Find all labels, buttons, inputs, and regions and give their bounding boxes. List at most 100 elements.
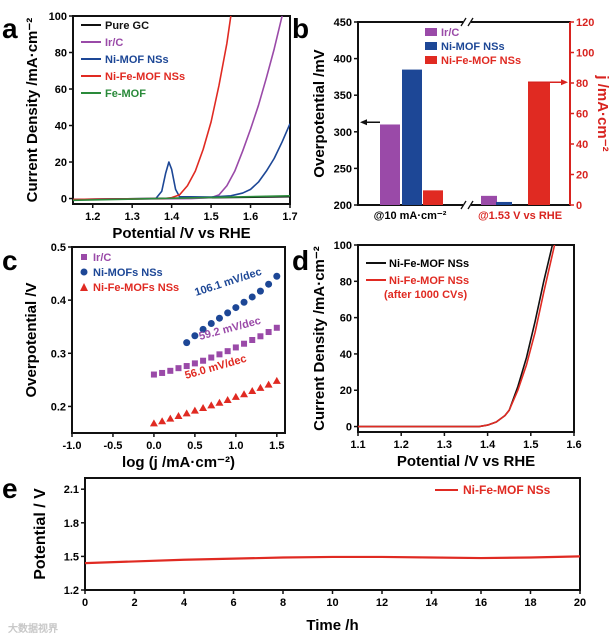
y-tick-label: 20: [340, 385, 352, 397]
legend-marker: [80, 268, 88, 276]
legend-marker: [81, 254, 87, 260]
series-line-0: [84, 555, 581, 565]
data-point-triangle: [240, 390, 249, 398]
data-point-circle: [215, 314, 223, 322]
y-tick-label: 100: [49, 11, 67, 23]
data-point-square: [191, 360, 198, 367]
data-point-triangle: [223, 396, 232, 404]
legend-swatch: [425, 28, 437, 36]
axis-break-gap: [463, 19, 471, 25]
panel-c-tafel-chart: c -1.0 -0.5 0.0 0.5 1.0 1.5 0.2 0.3 0.4 0.5 log (j …: [2, 242, 286, 471]
y-axis-label: Overpotential /V: [23, 282, 40, 397]
data-point-circle: [183, 339, 191, 347]
x-tick-label: 1.4: [480, 439, 496, 451]
tafel-slope-annotation: 56.0 mV/dec: [184, 353, 248, 382]
x-axis-label: Potential /V vs RHE: [397, 453, 535, 470]
legend-label: Ni-Fe-MOF NSs: [389, 258, 469, 270]
y-tick-label: 250: [334, 163, 352, 175]
data-point-triangle: [264, 380, 273, 388]
y-tick-label: 450: [334, 17, 352, 29]
data-point-square: [273, 324, 280, 331]
data-point-square: [150, 371, 157, 378]
data-point-circle: [199, 325, 207, 333]
y-tick-label: 60: [55, 84, 67, 96]
data-point-square: [224, 348, 231, 355]
x-tick-label: 1.5: [269, 440, 284, 452]
data-point-triangle: [158, 417, 167, 425]
x-tick-label: 1.3: [437, 439, 452, 451]
watermark-logo: 大数据视界: [8, 622, 58, 635]
y-axis-label: Current Density /mA·cm⁻²: [24, 18, 41, 203]
y-tick-label: 300: [334, 127, 352, 139]
panel-letter: c: [2, 245, 18, 276]
y-right-tick-label: 120: [576, 17, 594, 29]
y-axis-label: Overpotential /mV: [311, 49, 328, 177]
series-line-1: [358, 245, 556, 428]
data-point-square: [241, 340, 248, 347]
panel-a-lsv-chart: a 1.2 1.3 1.4 1.5 1.6 1.7 0 20 40 60 80 100 Potential…: [2, 11, 298, 242]
bar-overpotential-2: [423, 190, 443, 205]
data-point-square: [183, 363, 190, 370]
y-tick-label: 200: [334, 200, 352, 212]
x-tick-label: 1.1: [350, 439, 365, 451]
legend-label: Fe-MOF: [105, 88, 146, 100]
data-point-square: [265, 329, 272, 336]
panel-e-chronopotentiometry-chart: e 0 2 4 6 8 10 12 14 16 18 20 1.2 1.5 1.8 2.1 Time /h Pot…: [2, 473, 586, 634]
y-tick-label: 1.8: [64, 518, 79, 530]
x-tick-label: 4: [181, 597, 188, 609]
legend-label: Ni-MOF NSs: [105, 54, 169, 66]
y-tick-label: 0.2: [51, 401, 66, 413]
x-tick-label: 1.6: [243, 211, 258, 223]
legend-swatch: [425, 42, 437, 50]
plot-frame: [71, 246, 286, 434]
y-axis-label: Potential / V: [32, 488, 49, 580]
y-right-tick-label: 0: [576, 200, 582, 212]
y-tick-label: 0: [61, 194, 67, 206]
data-point-triangle: [174, 411, 183, 419]
plot-frame: [72, 15, 291, 205]
y-tick-label: 0.3: [51, 348, 66, 360]
data-point-circle: [232, 304, 240, 312]
y-right-tick-label: 60: [576, 109, 588, 121]
x-tick-label: 6: [230, 597, 236, 609]
x-axis-label: Time /h: [306, 617, 358, 634]
category-label: @1.53 V vs RHE: [478, 210, 562, 222]
data-point-triangle: [256, 383, 265, 391]
data-point-triangle: [248, 387, 257, 395]
data-point-circle: [265, 280, 273, 288]
data-point-circle: [191, 332, 199, 340]
data-point-triangle: [199, 404, 208, 412]
x-tick-label: 18: [524, 597, 536, 609]
x-tick-label: 0: [82, 597, 88, 609]
y-tick-label: 0.5: [51, 242, 66, 254]
series-line-4: [73, 194, 290, 202]
y-tick-label: 20: [55, 157, 67, 169]
legend-label: Ni-Fe-MOFs NSs: [93, 282, 179, 294]
y-tick-label: 1.2: [64, 585, 79, 597]
arrow-right-head: [561, 79, 568, 86]
data-point-triangle: [166, 414, 175, 422]
axis-break-mark: [467, 200, 474, 210]
x-tick-label: 1.5: [203, 211, 218, 223]
data-point-triangle: [190, 406, 199, 414]
series-line-2: [73, 123, 290, 201]
data-point-triangle: [272, 376, 281, 384]
x-tick-label: 1.6: [566, 439, 581, 451]
data-point-circle: [273, 272, 281, 280]
y-tick-label: 40: [340, 349, 352, 361]
x-axis-label: Potential /V vs RHE: [112, 225, 250, 242]
x-tick-label: 0.5: [187, 440, 202, 452]
x-axis-label: log (j /mA·cm⁻²): [122, 454, 235, 471]
data-point-square: [216, 351, 223, 358]
x-tick-label: 1.3: [125, 211, 140, 223]
y-tick-label: 400: [334, 54, 352, 66]
x-tick-label: 1.2: [85, 211, 100, 223]
data-point-triangle: [182, 409, 191, 417]
panel-letter: e: [2, 473, 18, 504]
legend-label: Ir/C: [105, 37, 123, 49]
y-tick-label: 1.5: [64, 551, 79, 563]
y-right-tick-label: 80: [576, 78, 588, 90]
x-tick-label: -0.5: [103, 440, 122, 452]
bar-current-density-2: [528, 83, 550, 205]
